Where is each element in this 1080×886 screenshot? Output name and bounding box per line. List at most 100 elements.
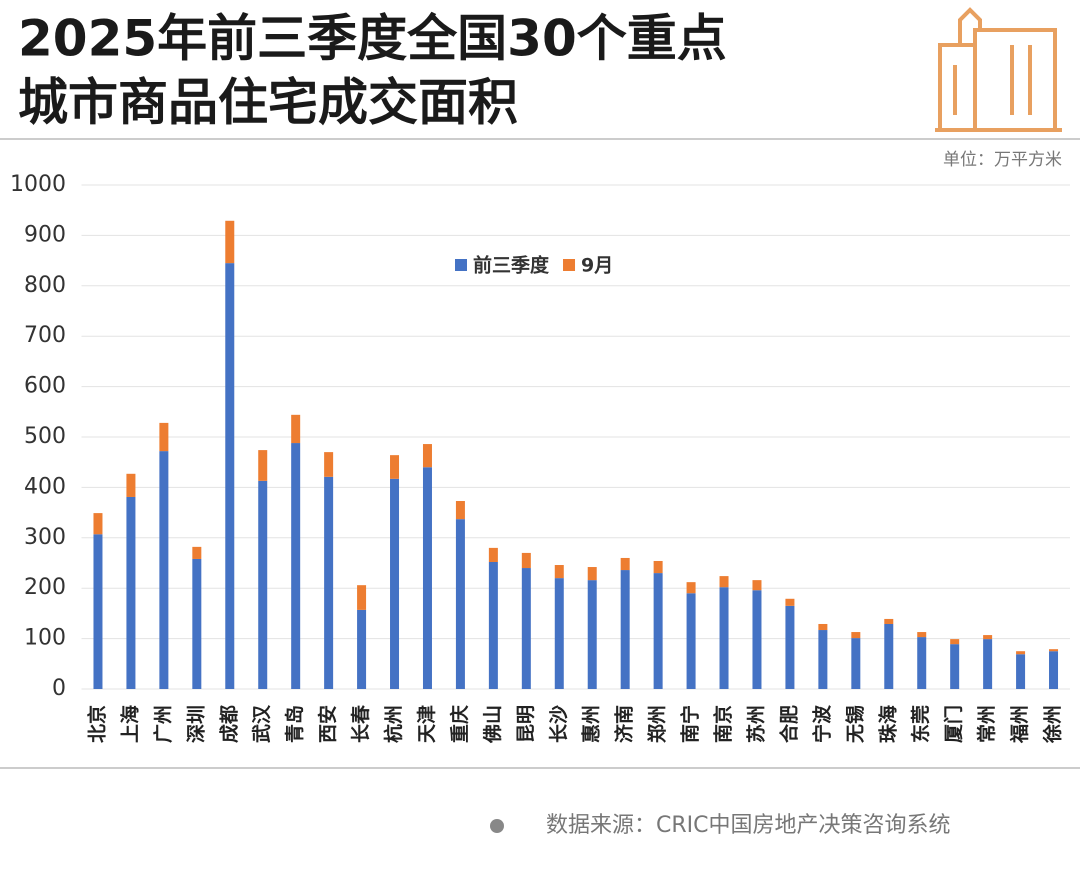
bar-segment <box>818 630 828 689</box>
bar-segment <box>785 605 795 689</box>
bar-segment <box>884 618 894 624</box>
bar-segment <box>422 444 432 468</box>
bar-segment <box>1016 651 1026 655</box>
x-tick-label: 郑州 <box>647 705 669 743</box>
x-tick-label: 徐州 <box>1041 705 1064 744</box>
bar-segment <box>1049 649 1059 652</box>
bar-segment <box>983 635 993 640</box>
x-tick-label: 天津 <box>415 705 438 743</box>
bar-segment <box>192 546 202 559</box>
y-tick-label: 1000 <box>10 172 66 197</box>
bar-segment <box>93 513 103 535</box>
bar-segment <box>225 263 235 689</box>
x-tick-label: 长春 <box>349 705 372 743</box>
bar-segment <box>587 567 597 581</box>
x-tick-label: 杭州 <box>382 705 405 743</box>
y-tick-label: 900 <box>24 222 66 247</box>
x-tick-label: 成都 <box>217 705 240 743</box>
y-tick-label: 500 <box>24 424 66 449</box>
bar-segment <box>818 623 828 631</box>
bar-segment <box>126 496 136 689</box>
x-tick-label: 宁波 <box>810 704 833 743</box>
bar-segment <box>488 547 498 562</box>
bar-segment <box>620 557 630 571</box>
x-tick-label: 广州 <box>151 705 174 743</box>
source-dot <box>490 819 504 833</box>
x-tick-label: 长沙 <box>548 705 570 743</box>
bar-segment <box>785 598 795 606</box>
x-tick-label: 常州 <box>975 705 998 743</box>
x-tick-label: 青岛 <box>283 705 306 743</box>
bar-segment <box>719 576 729 588</box>
bar-segment <box>620 570 630 689</box>
y-tick-label: 400 <box>24 474 66 499</box>
y-tick-label: 600 <box>24 374 66 399</box>
x-tick-label: 东莞 <box>909 705 932 743</box>
bar-segment <box>291 414 301 444</box>
bar-segment <box>653 573 663 689</box>
x-tick-label: 武汉 <box>251 704 273 743</box>
bar-segment <box>455 501 465 520</box>
y-tick-label: 0 <box>52 676 66 701</box>
y-tick-label: 200 <box>24 575 66 600</box>
bar-segment <box>983 639 993 689</box>
bar-segment <box>917 637 927 689</box>
bar-segment <box>488 561 498 689</box>
bar-segment <box>752 590 762 689</box>
x-tick-label: 南京 <box>712 705 735 743</box>
bar-segment <box>159 422 169 452</box>
bar-segment <box>686 582 696 594</box>
x-tick-label: 济南 <box>613 705 636 743</box>
bar-segment <box>950 639 960 645</box>
bar-segment <box>126 473 136 497</box>
legend-label: 9月 <box>581 255 613 277</box>
chart-title: 2025年前三季度全国30个重点 <box>18 10 727 68</box>
bar-segment <box>1016 654 1026 689</box>
y-tick-label: 100 <box>24 626 66 651</box>
x-tick-label: 福州 <box>1008 705 1031 744</box>
bar-segment <box>159 451 169 689</box>
bar-segment <box>258 480 268 689</box>
legend-label: 前三季度 <box>473 254 550 277</box>
bar-segment <box>390 455 400 479</box>
bar-segment <box>225 220 235 264</box>
x-tick-label: 北京 <box>85 705 108 743</box>
source: 数据来源：CRIC中国房地产决策咨询系统 <box>546 813 951 838</box>
bar-segment <box>192 558 202 689</box>
building-icon <box>935 7 1062 132</box>
bar-segment <box>1049 651 1059 689</box>
bar-segment <box>357 585 367 610</box>
bar-segment <box>686 593 696 689</box>
bar-segment <box>521 552 531 569</box>
bar-segment <box>554 578 564 689</box>
y-tick-label: 300 <box>24 525 66 550</box>
unit-label: 单位：万平方米 <box>943 150 1062 170</box>
x-tick-label: 合肥 <box>777 705 800 743</box>
bar-segment <box>455 519 465 689</box>
bar-segment <box>752 580 762 591</box>
bar-segment <box>93 534 103 689</box>
bar-segment <box>324 476 334 689</box>
y-tick-label: 700 <box>24 323 66 348</box>
bar-segment <box>390 478 400 689</box>
bar-segment <box>521 568 531 689</box>
bar-segment <box>851 632 861 639</box>
x-tick-label: 珠海 <box>876 705 899 743</box>
bar-segment <box>917 632 927 638</box>
bar-segment <box>554 565 564 579</box>
x-tick-label: 西安 <box>316 705 339 743</box>
x-tick-label: 上海 <box>118 705 141 743</box>
bar-segment <box>653 560 663 574</box>
chart-title: 城市商品住宅成交面积 <box>18 74 518 132</box>
bar-segment <box>587 580 597 689</box>
bar-segment <box>324 452 334 477</box>
bar-segment <box>851 638 861 689</box>
legend-swatch <box>563 259 576 271</box>
x-tick-label: 苏州 <box>744 705 767 743</box>
bar-segment <box>291 443 301 689</box>
bar-segment <box>884 623 894 689</box>
bar-segment <box>719 587 729 689</box>
x-tick-label: 惠州 <box>581 705 603 743</box>
y-tick-label: 800 <box>24 273 66 298</box>
